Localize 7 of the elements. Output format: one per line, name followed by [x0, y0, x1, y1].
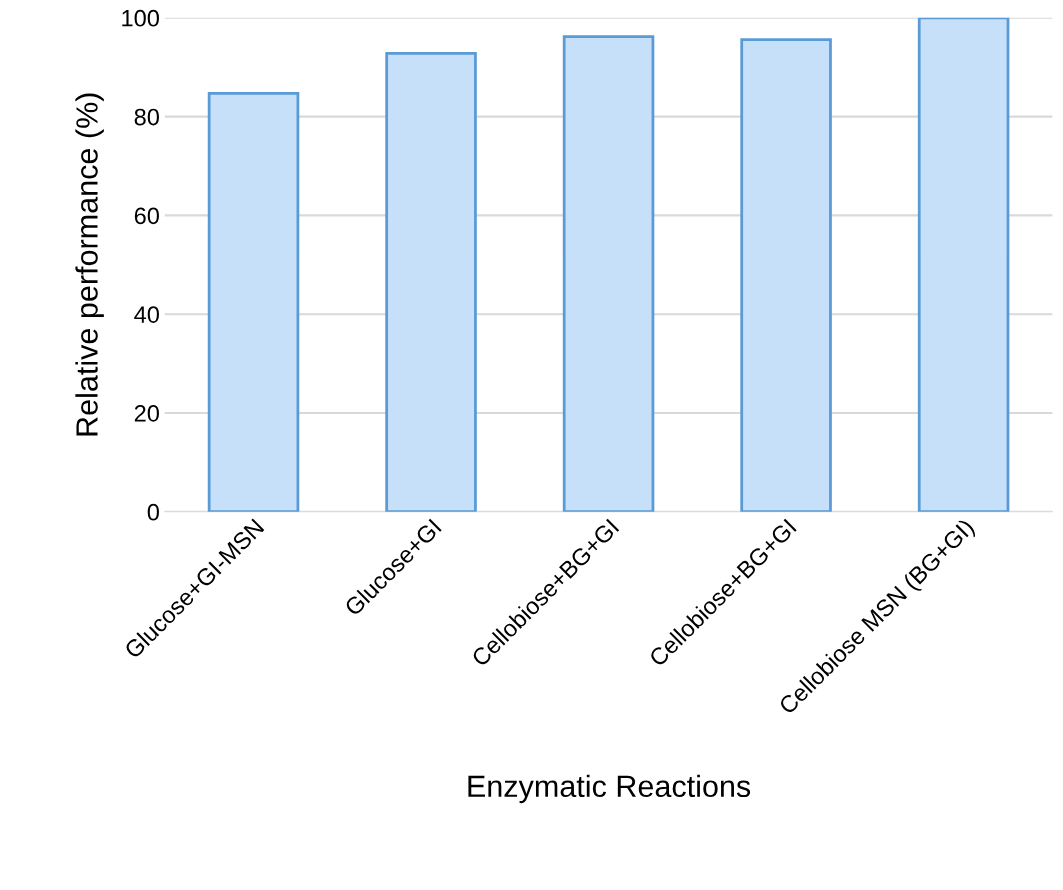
y-tick-label: 60: [134, 207, 159, 225]
y-tick-label: 20: [134, 405, 159, 422]
y-tick-label: 80: [134, 108, 159, 126]
x-axis-title: Enzymatic Reactions: [468, 774, 751, 804]
y-axis-title: Relative performance (%): [75, 93, 104, 436]
y-tick-label: 40: [134, 306, 159, 323]
y-tick-label: 100: [122, 9, 159, 27]
